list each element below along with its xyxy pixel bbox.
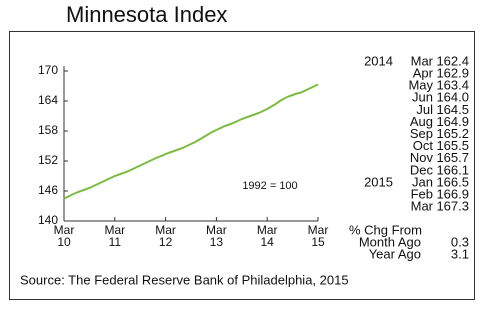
y-tick-label: 146 (38, 183, 58, 197)
table-month: Apr (413, 66, 434, 81)
table-month: Nov (410, 150, 434, 165)
table-value: 165.7 (436, 150, 469, 165)
change-header: % Chg From (349, 222, 422, 237)
y-tick-label: 152 (38, 153, 58, 167)
table-year: 2014 (364, 53, 393, 68)
y-tick-label: 158 (38, 123, 58, 137)
table-value: 164.5 (436, 102, 469, 117)
change-label: Month Ago (359, 234, 421, 249)
change-value: 3.1 (451, 246, 469, 261)
table-month: Jan (412, 174, 433, 189)
table-month: Oct (413, 138, 434, 153)
y-tick-label: 170 (38, 63, 58, 77)
table-value: 166.1 (436, 162, 469, 177)
table-month: Jun (412, 90, 433, 105)
table-month: Dec (410, 162, 434, 177)
table-month: Jul (416, 102, 433, 117)
table-value: 165.2 (436, 126, 469, 141)
x-tick-label: Mar 14 (256, 223, 278, 249)
line (63, 83, 319, 200)
table-year: 2015 (364, 174, 393, 189)
table-month: Aug (410, 114, 433, 129)
table-month: Mar (411, 199, 434, 214)
frame (9, 31, 475, 300)
table-month: Sep (410, 126, 433, 141)
chart-title: Minnesota Index (66, 2, 227, 27)
x-tick-label: Mar 12 (155, 223, 176, 249)
table-value: 167.3 (436, 199, 469, 214)
annotation: 1992 = 100 (242, 180, 297, 192)
y-tick-label: 140 (38, 213, 58, 227)
table-value: 166.5 (436, 174, 469, 189)
change-value: 0.3 (451, 234, 469, 249)
table-month: Mar (411, 53, 434, 68)
x-tick-label: Mar 10 (53, 223, 75, 249)
table-month: May (408, 78, 433, 93)
table-value: 163.4 (436, 78, 469, 93)
table-value: 162.4 (436, 53, 469, 68)
table-value: 166.9 (436, 187, 469, 202)
table-value: 162.9 (436, 66, 469, 81)
x-tick-label: Mar 13 (206, 223, 227, 249)
table-value: 164.0 (436, 90, 469, 105)
y-tick-label: 164 (38, 93, 58, 107)
x-tick-label: Mar 11 (104, 223, 126, 249)
source: Source: The Federal Reserve Bank of Phil… (20, 272, 349, 287)
table-value: 165.5 (436, 138, 469, 153)
table-value: 164.9 (436, 114, 469, 129)
table-month: Feb (411, 187, 433, 202)
x-tick-label: Mar 15 (307, 223, 329, 249)
change-label: Year Ago (369, 246, 421, 261)
